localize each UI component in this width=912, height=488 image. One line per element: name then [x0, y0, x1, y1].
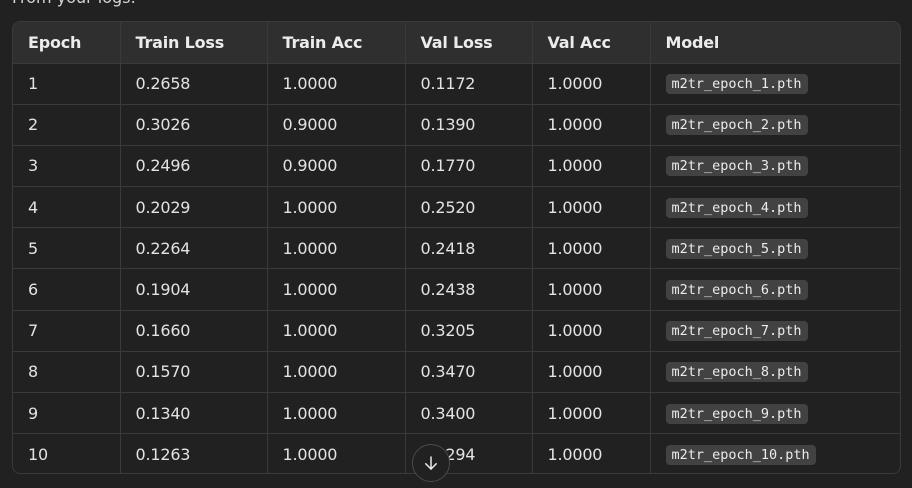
cell-val-acc: 1.0000	[532, 186, 651, 229]
cell-train-loss: 0.1660	[120, 310, 268, 352]
cell-train-acc: 1.0000	[267, 392, 406, 435]
model-filename-code: m2tr_epoch_4.pth	[665, 197, 808, 218]
cell-train-acc: 1.0000	[267, 186, 406, 229]
table-body: 1 0.2658 1.0000 0.1172 1.0000 m2tr_epoch_1.pt…	[13, 63, 900, 473]
cell-model: m2tr_epoch_6.pth	[650, 268, 900, 311]
cell-epoch: 1	[13, 63, 121, 105]
cell-val-loss: 0.2418	[405, 227, 533, 270]
cell-model: m2tr_epoch_7.pth	[650, 310, 900, 352]
cell-val-loss: 0.1172	[405, 63, 533, 105]
table-row: 9 0.1340 1.0000 0.3400 1.0000 m2tr_epoch_9.pt…	[13, 392, 900, 435]
cell-epoch: 4	[13, 186, 121, 229]
header-train-loss: Train Loss	[120, 22, 268, 64]
model-filename-code: m2tr_epoch_8.pth	[665, 362, 808, 383]
cell-train-acc: 0.9000	[267, 104, 406, 146]
cell-model: m2tr_epoch_8.pth	[650, 351, 900, 394]
table-row: 7 0.1660 1.0000 0.3205 1.0000 m2tr_epoch_7.pt…	[13, 310, 900, 352]
cell-train-loss: 0.1904	[120, 268, 268, 311]
header-model: Model	[650, 22, 900, 64]
table-header-row: Epoch Train Loss Train Acc Val Loss Val …	[13, 22, 900, 64]
cell-train-loss: 0.2264	[120, 227, 268, 270]
cell-model: m2tr_epoch_3.pth	[650, 145, 900, 188]
cell-train-acc: 1.0000	[267, 227, 406, 270]
cell-train-acc: 1.0000	[267, 351, 406, 394]
model-filename-code: m2tr_epoch_9.pth	[665, 403, 808, 424]
cell-train-acc: 1.0000	[267, 310, 406, 352]
cell-val-acc: 1.0000	[532, 351, 651, 394]
cell-val-acc: 1.0000	[532, 268, 651, 311]
table-row: 8 0.1570 1.0000 0.3470 1.0000 m2tr_epoch_8.pt…	[13, 351, 900, 394]
cell-val-loss: 0.1770	[405, 145, 533, 188]
header-train-acc: Train Acc	[267, 22, 406, 64]
epoch-results-table: Epoch Train Loss Train Acc Val Loss Val …	[13, 22, 900, 473]
cell-train-acc: 0.9000	[267, 145, 406, 188]
cell-train-loss: 0.2496	[120, 145, 268, 188]
cell-epoch: 2	[13, 104, 121, 146]
cell-epoch: 8	[13, 351, 121, 394]
cell-train-acc: 1.0000	[267, 433, 406, 473]
table-row: 5 0.2264 1.0000 0.2418 1.0000 m2tr_epoch_5.pt…	[13, 227, 900, 270]
cell-val-loss: 0.1390	[405, 104, 533, 146]
cell-model: m2tr_epoch_10.pth	[650, 434, 900, 473]
model-filename-code: m2tr_epoch_3.pth	[665, 156, 808, 177]
cell-model: m2tr_epoch_4.pth	[650, 186, 900, 229]
cell-val-loss: 0.3400	[405, 392, 533, 435]
cell-epoch: 6	[13, 268, 121, 311]
cell-train-loss: 0.2658	[120, 63, 268, 105]
model-filename-code: m2tr_epoch_6.pth	[665, 280, 808, 301]
model-filename-code: m2tr_epoch_2.pth	[665, 115, 808, 136]
cell-val-loss: 0.3205	[405, 310, 533, 352]
model-filename-code: m2tr_epoch_5.pth	[665, 238, 808, 259]
arrow-down-icon	[425, 456, 437, 470]
cell-val-acc: 1.0000	[532, 433, 651, 473]
cell-train-loss: 0.1263	[120, 433, 268, 473]
cell-train-acc: 1.0000	[267, 268, 406, 311]
cell-val-loss: 0.2520	[405, 186, 533, 229]
cell-train-loss: 0.3026	[120, 104, 268, 146]
table-row: 3 0.2496 0.9000 0.1770 1.0000 m2tr_epoch_3.pt…	[13, 145, 900, 188]
cell-epoch: 5	[13, 227, 121, 270]
model-filename-code: m2tr_epoch_1.pth	[665, 74, 808, 95]
scroll-to-bottom-button[interactable]	[412, 444, 450, 482]
model-filename-code: m2tr_epoch_7.pth	[665, 321, 808, 342]
cell-val-acc: 1.0000	[532, 227, 651, 270]
cell-train-loss: 0.2029	[120, 186, 268, 229]
cell-train-acc: 1.0000	[267, 63, 406, 105]
table-row: 6 0.1904 1.0000 0.2438 1.0000 m2tr_epoch_6.pt…	[13, 268, 900, 311]
table-row: 100.12631.00000.32941.0000m2tr_epoch_10.…	[13, 433, 900, 473]
table-row: 4 0.2029 1.0000 0.2520 1.0000 m2tr_epoch_4.pt…	[13, 186, 900, 229]
cell-val-acc: 1.0000	[532, 145, 651, 188]
cell-val-acc: 1.0000	[532, 104, 651, 146]
cell-model: m2tr_epoch_9.pth	[650, 392, 900, 435]
cell-val-loss: 0.2438	[405, 268, 533, 311]
header-val-acc: Val Acc	[532, 22, 651, 64]
cell-model: m2tr_epoch_1.pth	[650, 63, 900, 105]
cell-epoch: 9	[13, 392, 121, 435]
table-row: 2 0.3026 0.9000 0.1390 1.0000 m2tr_epoch_2.pt…	[13, 104, 900, 146]
cell-train-loss: 0.1570	[120, 351, 268, 394]
cell-epoch: 7	[13, 310, 121, 352]
cell-model: m2tr_epoch_2.pth	[650, 104, 900, 146]
cell-val-loss: 0.3470	[405, 351, 533, 394]
intro-text: From your logs:	[12, 0, 136, 7]
epoch-results-table-container: Epoch Train Loss Train Acc Val Loss Val …	[12, 21, 901, 474]
cell-epoch: 3	[13, 145, 121, 188]
cell-val-acc: 1.0000	[532, 392, 651, 435]
cell-model: m2tr_epoch_5.pth	[650, 227, 900, 270]
table-row: 1 0.2658 1.0000 0.1172 1.0000 m2tr_epoch_1.pt…	[13, 63, 900, 105]
cell-val-acc: 1.0000	[532, 310, 651, 352]
model-filename-code: m2tr_epoch_10.pth	[665, 445, 816, 466]
cell-val-acc: 1.0000	[532, 63, 651, 105]
header-epoch: Epoch	[13, 22, 121, 64]
header-val-loss: Val Loss	[405, 22, 533, 64]
cell-train-loss: 0.1340	[120, 392, 268, 435]
cell-epoch: 10	[13, 433, 121, 473]
